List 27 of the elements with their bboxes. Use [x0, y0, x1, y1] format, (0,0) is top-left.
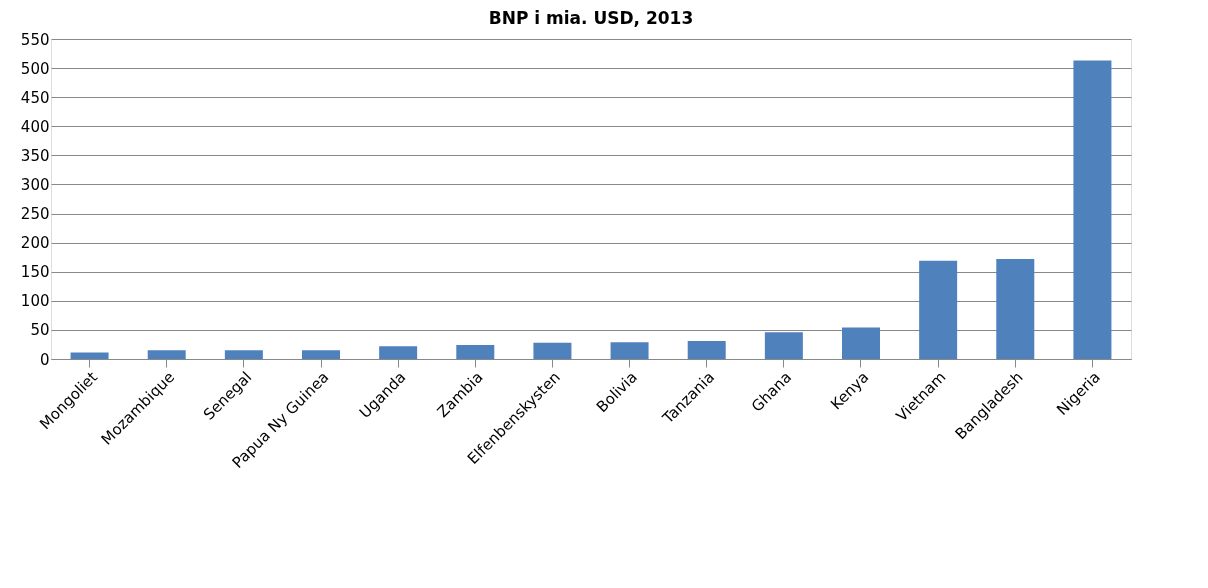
- chart-title: BNP i mia. USD, 2013: [488, 8, 694, 28]
- bar: [610, 342, 649, 359]
- y-tick-label: 100: [20, 292, 50, 311]
- y-tick-label: 50: [30, 321, 50, 340]
- bar: [764, 332, 803, 359]
- bar: [456, 345, 495, 359]
- bar: [919, 260, 958, 359]
- y-tick-label: 450: [20, 88, 50, 107]
- y-tick-label: 500: [20, 59, 50, 78]
- y-tick-label: 300: [20, 175, 50, 194]
- y-tick-label: 250: [20, 205, 50, 224]
- bar: [379, 346, 418, 359]
- bar: [842, 327, 880, 359]
- bar: [224, 350, 263, 359]
- bar: [687, 340, 726, 359]
- bar: [147, 350, 186, 359]
- bar: [996, 258, 1035, 359]
- bar: [70, 352, 109, 359]
- bar: [302, 350, 340, 359]
- y-tick-label: 200: [20, 234, 50, 253]
- y-tick-label: 150: [20, 263, 50, 282]
- y-tick-label: 350: [20, 146, 50, 165]
- y-tick-label: 550: [20, 30, 50, 49]
- bar: [1073, 60, 1112, 359]
- y-tick-label: 0: [39, 350, 50, 369]
- bar: [533, 342, 572, 359]
- y-tick-label: 400: [20, 117, 50, 136]
